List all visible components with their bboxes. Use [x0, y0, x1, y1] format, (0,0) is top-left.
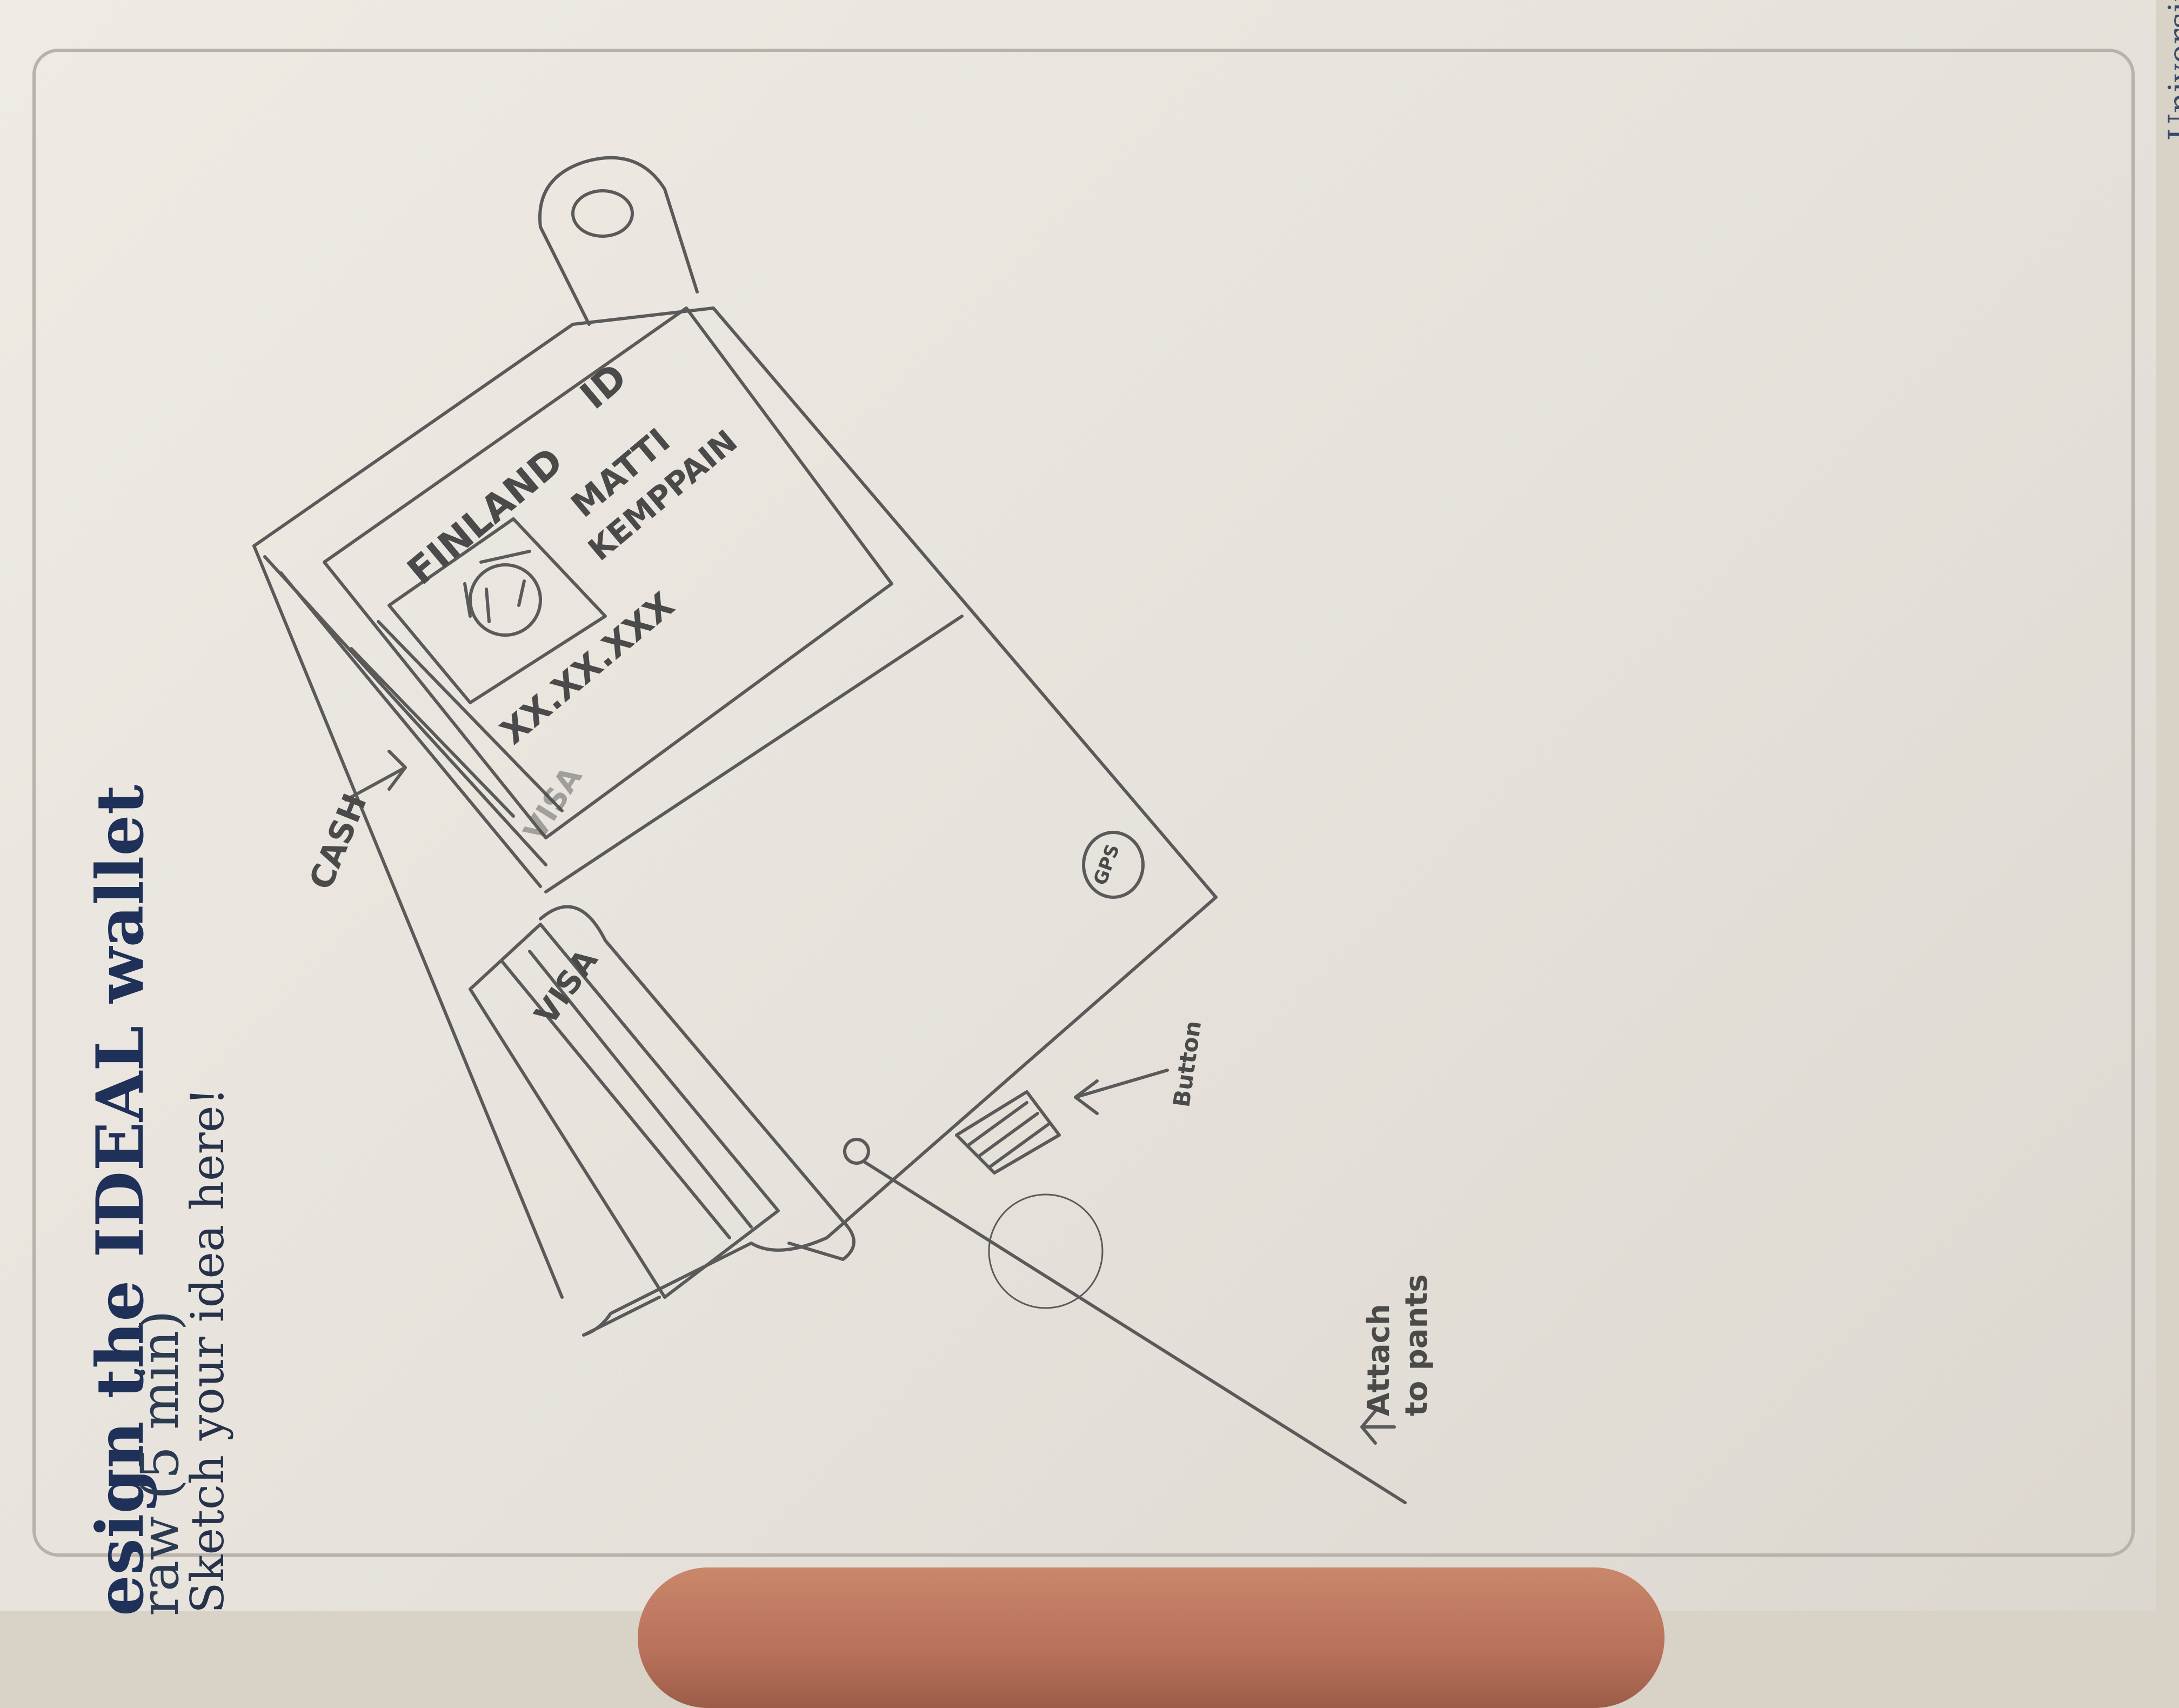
- label-gps: GPS: [1090, 842, 1124, 888]
- wallet-left-edge: [252, 544, 564, 1299]
- sketch-area-border: [32, 49, 2135, 1557]
- label-id: ID: [572, 355, 635, 418]
- thumb: [638, 1567, 1665, 1708]
- label-attach: Attach: [1361, 1304, 1396, 1416]
- gps-circle: [1082, 831, 1145, 899]
- wallet-outline: [252, 306, 1218, 1337]
- id-card-window: [323, 306, 893, 839]
- visa-card-slot: [469, 923, 780, 1299]
- keyring-tab: [538, 156, 699, 326]
- cash-arrow: [344, 750, 407, 802]
- label-cash: CASH: [302, 789, 375, 895]
- chain-clip: [988, 1193, 1104, 1309]
- button-box: [955, 1090, 1061, 1175]
- chain-line: [863, 1160, 1407, 1504]
- id-photo: [387, 517, 607, 704]
- label-button: Button: [1168, 1019, 1206, 1109]
- id-face: [469, 563, 542, 637]
- visa-card-behind: [350, 620, 564, 818]
- chain-ring: [843, 1138, 870, 1165]
- keyring-hole: [571, 189, 634, 238]
- button-arrow: [1074, 1069, 1169, 1115]
- label-to-pants: to pants: [1399, 1274, 1434, 1416]
- attach-arrow: [1360, 1409, 1396, 1445]
- wallet-fold-line: [544, 615, 964, 893]
- wallet-sketch: FINLAND ID MATTI KEMPPAIN XX.XX.XXX VISA…: [252, 156, 1434, 1504]
- pocket-flap: [539, 905, 855, 1261]
